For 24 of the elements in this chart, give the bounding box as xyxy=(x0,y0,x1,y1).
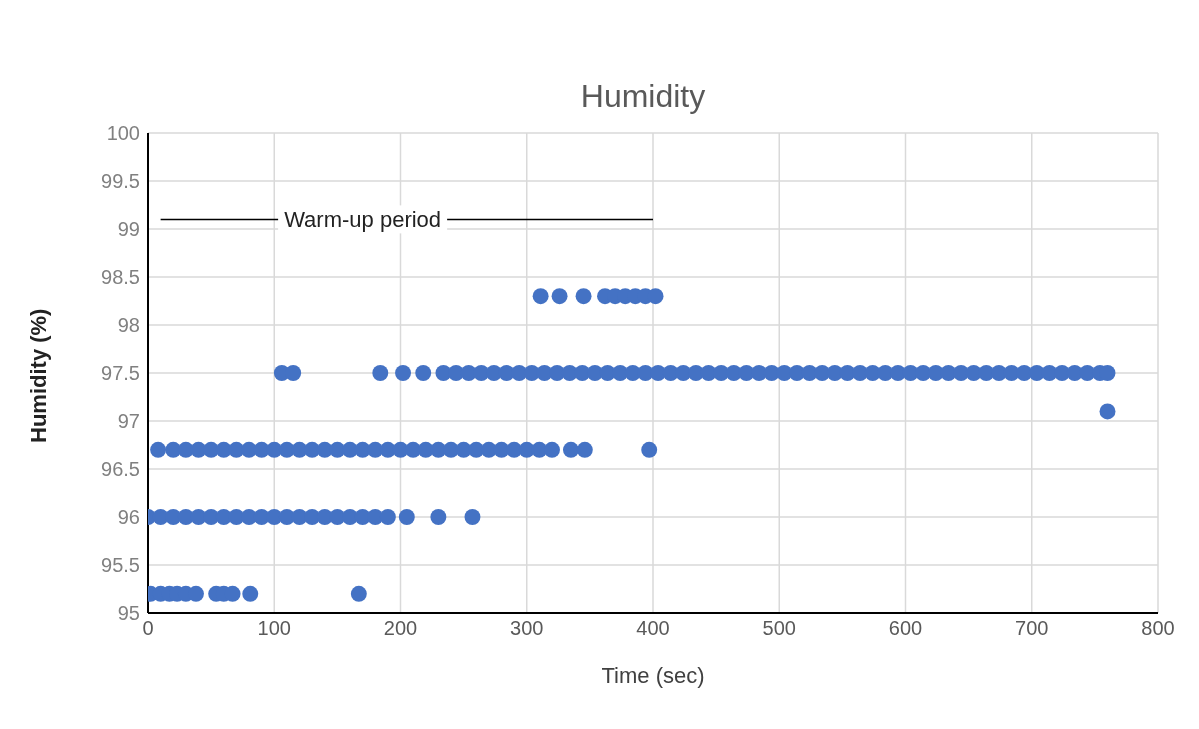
y-tick-label: 100 xyxy=(106,122,140,145)
y-tick-label: 98 xyxy=(117,314,140,337)
y-tick-label: 97.5 xyxy=(101,362,140,385)
x-tick-label: 200 xyxy=(383,617,418,640)
x-axis-title: Time (sec) xyxy=(601,663,705,688)
y-tick-label: 97 xyxy=(117,410,140,433)
y-tick-label: 96 xyxy=(117,506,140,529)
x-tick-label: 0 xyxy=(142,617,154,640)
x-tick-label: 400 xyxy=(636,617,670,640)
y-tick-label: 99.5 xyxy=(101,170,140,193)
chart-title: Humidity xyxy=(579,77,707,116)
y-tick-label: 96.5 xyxy=(101,458,140,481)
y-tick-label: 95 xyxy=(117,602,140,625)
x-tick-label: 100 xyxy=(257,617,291,640)
x-tick-label: 800 xyxy=(1141,617,1175,640)
y-tick-label: 95.5 xyxy=(101,554,140,577)
x-tick-label: 600 xyxy=(888,617,923,640)
x-tick-label: 700 xyxy=(1015,617,1049,640)
y-tick-label: 98.5 xyxy=(101,266,140,289)
annotation: Warm-up period xyxy=(284,206,442,232)
x-tick-label: 500 xyxy=(762,617,796,640)
y-tick-label: 99 xyxy=(117,218,140,241)
y-axis-title: Humidity (%) xyxy=(25,308,51,443)
x-tick-label: 300 xyxy=(510,617,544,640)
